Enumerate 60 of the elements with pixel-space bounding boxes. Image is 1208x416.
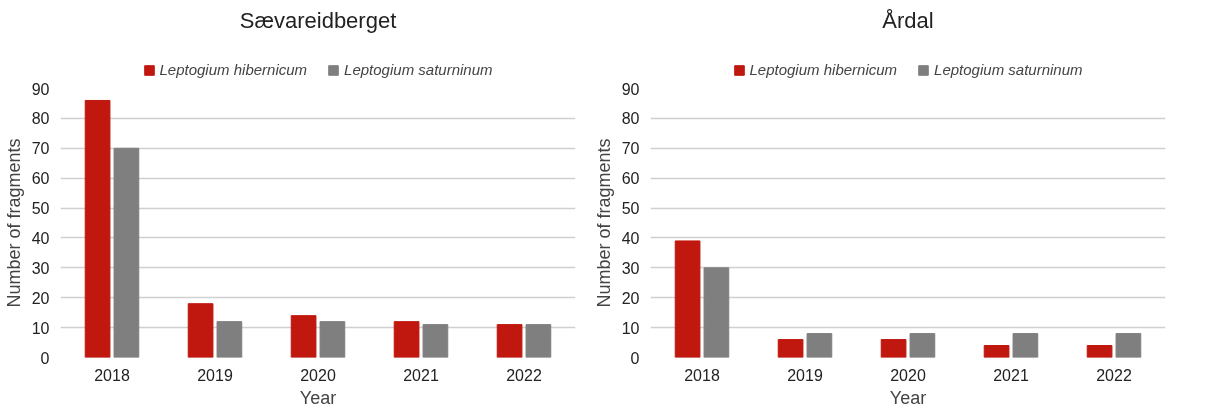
x-axis-title: Year: [889, 387, 927, 408]
x-tick-label: 2022: [1096, 366, 1132, 384]
y-tick-label: 10: [621, 319, 640, 337]
x-tick-label: 2019: [197, 366, 233, 384]
y-tick-label: 90: [31, 80, 50, 98]
y-tick-label: 20: [621, 289, 640, 307]
y-tick-label: 10: [31, 319, 50, 337]
y-tick-label: 80: [621, 110, 640, 128]
chart-title: Sævareidberget: [239, 7, 397, 33]
y-axis-title: Number of fragments: [3, 138, 24, 308]
y-tick-label: 60: [621, 170, 640, 188]
x-tick-label: 2021: [993, 366, 1029, 384]
y-tick-label: 90: [621, 80, 640, 98]
y-tick-label: 20: [31, 289, 50, 307]
legend-label: Leptogium saturninum: [344, 61, 493, 78]
bar: [290, 315, 317, 358]
bar: [777, 339, 804, 358]
x-tick-label: 2018: [684, 366, 720, 384]
x-tick-label: 2021: [403, 366, 439, 384]
bar: [525, 324, 552, 358]
bar: [1115, 333, 1142, 358]
y-tick-label: 70: [31, 140, 50, 158]
y-tick-label: 40: [31, 229, 50, 247]
bar: [319, 321, 346, 358]
y-tick-label: 0: [40, 349, 50, 367]
y-tick-label: 50: [621, 200, 640, 218]
x-tick-label: 2022: [506, 366, 542, 384]
y-tick-label: 30: [621, 259, 640, 277]
x-tick-label: 2019: [787, 366, 823, 384]
bar: [703, 267, 730, 358]
y-tick-label: 40: [621, 229, 640, 247]
y-tick-label: 60: [31, 170, 50, 188]
bar: [496, 324, 523, 358]
bar: [909, 333, 936, 358]
y-tick-label: 80: [31, 110, 50, 128]
y-tick-label: 30: [31, 259, 50, 277]
bar: [806, 333, 833, 358]
y-tick-label: 50: [31, 200, 50, 218]
bar: [393, 321, 420, 358]
x-tick-label: 2020: [300, 366, 336, 384]
x-tick-label: 2020: [890, 366, 926, 384]
bar: [422, 324, 449, 358]
y-axis-title: Number of fragments: [593, 138, 614, 308]
y-tick-label: 70: [621, 140, 640, 158]
legend-label: Leptogium saturninum: [934, 61, 1083, 78]
y-tick-label: 0: [630, 349, 640, 367]
legend-label: Leptogium hibernicum: [749, 61, 898, 78]
x-axis-title: Year: [299, 387, 337, 408]
bar: [983, 345, 1010, 358]
bar: [113, 147, 140, 358]
bar: [84, 99, 111, 358]
bar: [1086, 345, 1113, 358]
x-tick-label: 2018: [94, 366, 130, 384]
legend-label: Leptogium hibernicum: [159, 61, 308, 78]
bar: [216, 321, 243, 358]
bar: [187, 303, 214, 358]
chart-title: Årdal: [882, 7, 934, 33]
bar: [674, 240, 701, 358]
bar: [1012, 333, 1039, 358]
bar: [880, 339, 907, 358]
